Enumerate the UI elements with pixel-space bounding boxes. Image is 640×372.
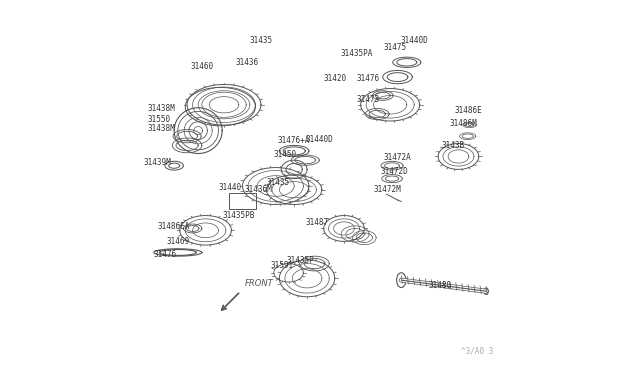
Text: 31473: 31473 [356, 95, 380, 104]
Text: 31435PB: 31435PB [222, 211, 255, 220]
Text: 31436M: 31436M [244, 185, 272, 194]
Text: FRONT: FRONT [244, 279, 273, 288]
Text: ^3/A0 3: ^3/A0 3 [461, 347, 493, 356]
Text: 31472D: 31472D [381, 167, 409, 176]
Text: 31550: 31550 [147, 115, 170, 124]
Text: 31460: 31460 [190, 61, 213, 71]
Text: 31436: 31436 [236, 58, 259, 67]
Text: 31435: 31435 [250, 36, 273, 45]
Text: 31450: 31450 [274, 150, 297, 159]
Text: 31486E: 31486E [455, 106, 483, 115]
Text: 31438M: 31438M [147, 124, 175, 133]
Text: 31420: 31420 [324, 74, 347, 83]
Text: 31439M: 31439M [143, 157, 172, 167]
Text: 3143B: 3143B [441, 141, 464, 150]
Text: 31435PA: 31435PA [340, 49, 372, 58]
Text: 31472M: 31472M [374, 185, 401, 194]
Text: 31435: 31435 [266, 178, 289, 187]
Text: 31591: 31591 [270, 261, 293, 270]
Text: 31476: 31476 [356, 74, 380, 83]
Text: 31480: 31480 [429, 281, 452, 290]
Text: 31475: 31475 [383, 43, 406, 52]
Text: 31476+A: 31476+A [278, 137, 310, 145]
Text: 31476: 31476 [154, 250, 177, 259]
Text: 31440D: 31440D [401, 36, 428, 45]
Text: 31440D: 31440D [305, 135, 333, 144]
Text: 31472A: 31472A [383, 153, 412, 162]
Text: 31487: 31487 [305, 218, 328, 227]
Text: 31486EA: 31486EA [157, 222, 190, 231]
Text: 31440: 31440 [218, 183, 241, 192]
Text: 31435P: 31435P [287, 256, 314, 265]
Text: 31486M: 31486M [450, 119, 477, 128]
Text: 31469: 31469 [167, 237, 190, 246]
Text: 31438M: 31438M [147, 104, 175, 113]
